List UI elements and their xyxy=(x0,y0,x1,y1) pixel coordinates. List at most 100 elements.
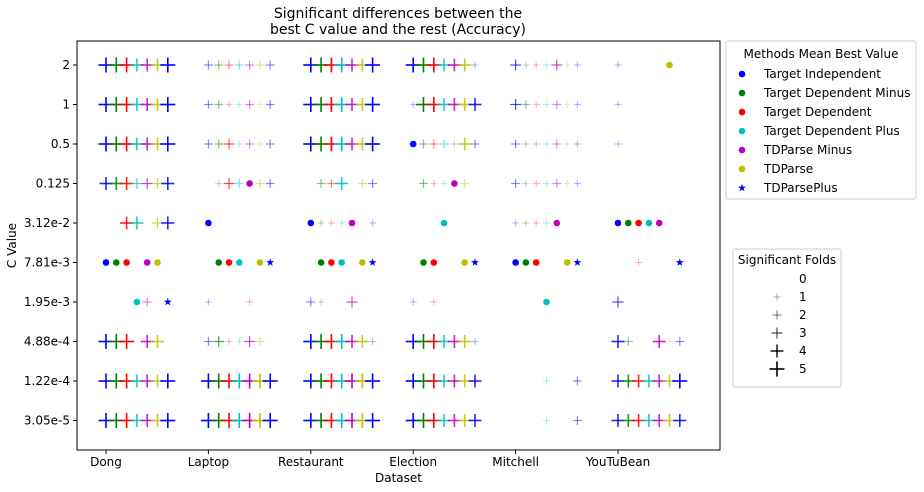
best-value-star xyxy=(675,258,684,266)
y-axis: 2 1 0.5 0.125 3.12e-2 7.81e-3 1.95e-3 4.88e-4 1.… xyxy=(24,58,77,428)
significant-folds-marker xyxy=(316,179,326,188)
significant-folds-marker xyxy=(365,97,381,112)
significant-folds-marker xyxy=(225,338,233,345)
y-tick-label: 0.5 xyxy=(51,137,70,151)
significant-folds-marker xyxy=(614,101,622,108)
significant-folds-marker xyxy=(256,101,264,108)
best-value-star xyxy=(266,258,275,266)
best-value-point xyxy=(256,259,264,266)
significant-folds-marker xyxy=(511,139,521,149)
significant-folds-marker xyxy=(409,101,417,108)
best-value-point xyxy=(246,180,253,187)
y-tick-label: 1.22e-4 xyxy=(24,374,70,388)
best-value-point xyxy=(420,259,427,266)
best-value-point xyxy=(461,259,469,266)
best-value-star xyxy=(368,258,377,266)
significant-folds-marker xyxy=(204,298,212,306)
significant-folds-marker xyxy=(262,413,278,428)
significant-folds-marker xyxy=(365,57,381,73)
significant-folds-marker xyxy=(458,335,472,348)
best-value-point xyxy=(635,219,642,227)
significant-folds-marker xyxy=(306,297,316,307)
significant-folds-marker xyxy=(611,335,625,348)
significant-folds-marker xyxy=(327,219,335,227)
best-value-point xyxy=(338,259,346,266)
x-tick-label: Mitchell xyxy=(492,455,539,469)
significant-folds-marker xyxy=(510,59,522,71)
significant-folds-marker xyxy=(369,219,377,227)
best-value-point xyxy=(645,219,653,227)
significant-folds-marker xyxy=(430,298,438,306)
significant-folds-marker xyxy=(357,179,367,188)
significant-folds-marker xyxy=(214,60,224,70)
significant-folds-marker xyxy=(223,178,235,189)
significant-folds-marker xyxy=(623,337,633,346)
legend-methods-entry: TDParse Minus xyxy=(763,143,852,157)
significant-folds-marker xyxy=(368,179,378,188)
legend-dot-icon xyxy=(738,70,746,78)
significant-folds-marker xyxy=(255,337,265,346)
significant-folds-marker xyxy=(152,217,163,229)
significant-folds-marker xyxy=(522,61,530,69)
legend-plus-icon xyxy=(770,344,784,358)
significant-folds-marker xyxy=(552,139,562,149)
significant-folds-marker xyxy=(614,61,622,69)
significant-folds-marker xyxy=(573,180,581,187)
legend-plus-icon xyxy=(769,361,785,377)
significant-folds-marker xyxy=(335,177,349,190)
significant-folds-marker xyxy=(573,61,581,69)
best-value-point xyxy=(328,259,335,266)
best-value-point xyxy=(430,259,438,266)
significant-folds-marker xyxy=(563,140,571,148)
best-value-point xyxy=(409,140,417,148)
significant-folds-marker xyxy=(142,297,152,307)
best-value-point xyxy=(236,259,243,266)
best-value-point xyxy=(625,219,632,227)
significant-folds-marker xyxy=(161,177,175,190)
legend-folds-entry: 5 xyxy=(799,362,807,376)
significant-folds-marker xyxy=(458,58,472,72)
significant-folds-marker xyxy=(119,334,135,349)
legend-plus-icon xyxy=(772,310,782,320)
significant-folds-marker xyxy=(256,140,264,148)
best-value-point xyxy=(512,259,519,266)
significant-folds-marker xyxy=(246,298,254,306)
significant-folds-marker xyxy=(213,336,225,347)
best-value-point xyxy=(123,259,130,266)
legend-methods-title: Methods Mean Best Value xyxy=(744,47,899,61)
legend-folds-title: Significant Folds xyxy=(738,253,836,267)
significant-folds-marker xyxy=(666,338,673,345)
legend-plus-icon xyxy=(773,293,781,301)
significant-folds-marker xyxy=(265,179,275,188)
significant-folds-marker xyxy=(160,413,176,428)
significant-folds-marker xyxy=(522,219,530,227)
significant-folds-marker xyxy=(203,60,213,70)
best-value-point xyxy=(563,259,571,266)
best-value-star xyxy=(573,258,582,266)
legend-methods-entry: TDParse xyxy=(763,162,813,176)
best-value-point xyxy=(307,219,315,227)
y-tick-label: 0.125 xyxy=(36,177,70,191)
significant-folds-marker xyxy=(512,219,520,227)
significant-folds-marker xyxy=(532,180,540,187)
significant-folds-marker xyxy=(543,180,550,187)
legend-dot-icon xyxy=(738,108,746,116)
y-tick-label: 2 xyxy=(62,58,70,72)
significant-folds-marker xyxy=(235,338,243,345)
best-value-point xyxy=(225,259,233,266)
significant-folds-marker xyxy=(652,335,666,348)
y-tick-label: 7.81e-3 xyxy=(24,256,70,270)
significant-folds-marker xyxy=(245,100,255,109)
significant-folds-marker xyxy=(471,61,479,69)
significant-folds-marker xyxy=(470,139,480,149)
significant-folds-marker xyxy=(552,179,562,188)
significant-folds-marker xyxy=(430,180,438,187)
y-tick-label: 1 xyxy=(62,98,70,112)
significant-folds-marker xyxy=(160,373,176,389)
significant-folds-marker xyxy=(223,138,235,150)
legend-methods-entry: Target Dependent xyxy=(763,105,872,119)
significant-folds-marker xyxy=(234,60,244,70)
legend-significant-folds: Significant Folds 0 1 2 3 4 5 xyxy=(732,248,842,388)
x-tick-label: Laptop xyxy=(188,455,229,469)
